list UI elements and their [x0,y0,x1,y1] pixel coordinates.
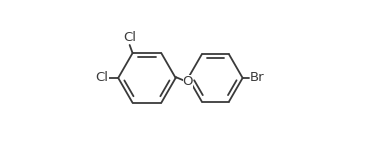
Text: Br: Br [250,71,264,84]
Text: Cl: Cl [123,31,136,44]
Text: Cl: Cl [96,71,109,84]
Text: O: O [183,75,193,88]
